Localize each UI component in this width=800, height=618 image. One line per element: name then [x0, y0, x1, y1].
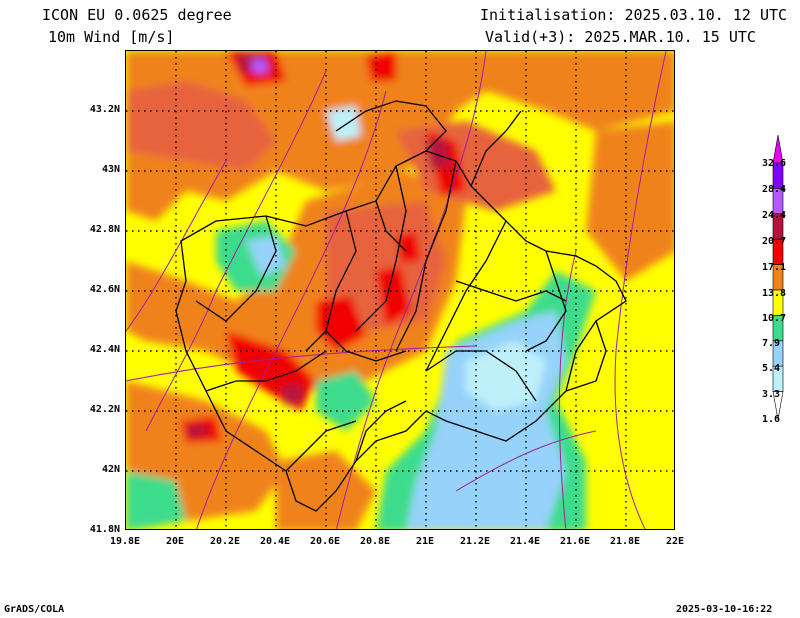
legend-label: 13.8 [762, 288, 787, 299]
wind-map [125, 50, 675, 530]
lon-label: 20.8E [359, 536, 391, 547]
lat-label: 42.2N [89, 404, 120, 415]
lon-label: 22E [665, 536, 685, 547]
lon-label: 21.8E [609, 536, 641, 547]
legend-label: 5.4 [762, 363, 781, 374]
wind-field-svg [126, 51, 674, 529]
lon-label: 20E [165, 536, 185, 547]
lat-label: 42N [101, 464, 120, 475]
legend-label: 28.4 [762, 184, 787, 195]
borders [175, 100, 627, 512]
legend-label: 7.9 [762, 338, 781, 349]
legend-colorbar [772, 135, 784, 420]
map-variable-title: 10m Wind [m/s] [48, 28, 175, 46]
wind-band-purple [251, 59, 268, 73]
legend-label: 17.1 [762, 262, 787, 273]
lat-label: 41.8N [89, 524, 120, 535]
lon-label: 20.2E [209, 536, 241, 547]
graticule [126, 51, 674, 529]
lon-label: 21.6E [559, 536, 591, 547]
initialisation-time: Initialisation: 2025.03.10. 12 UTC [480, 6, 788, 24]
legend-label: 32.6 [762, 158, 787, 169]
lon-label: 20.6E [309, 536, 341, 547]
valid-time: Valid(+3): 2025.MAR.10. 15 UTC [485, 28, 756, 46]
lat-label: 42.8N [89, 224, 120, 235]
footer-credit: GrADS/COLA [4, 604, 65, 615]
legend-label: 24.4 [762, 210, 787, 221]
lon-label: 21.4E [509, 536, 541, 547]
lon-label: 21.2E [459, 536, 491, 547]
lat-label: 43.2N [89, 104, 120, 115]
legend-label: 10.7 [762, 313, 787, 324]
legend-label: 1.6 [762, 414, 781, 425]
footer-timestamp: 2025-03-10-16:22 [676, 604, 773, 615]
legend-label: 20.7 [762, 236, 787, 247]
legend-boxes [772, 135, 784, 420]
lat-label: 43N [101, 164, 120, 175]
lat-label: 42.4N [89, 344, 120, 355]
lat-label: 42.6N [89, 284, 120, 295]
streamlines [126, 51, 667, 529]
legend-arrow-bottom [772, 391, 784, 420]
lon-label: 20.4E [259, 536, 291, 547]
map-title: ICON EU 0.0625 degree [42, 6, 232, 24]
lon-label: 19.8E [109, 536, 141, 547]
lon-label: 21E [415, 536, 435, 547]
legend-label: 3.3 [762, 389, 781, 400]
